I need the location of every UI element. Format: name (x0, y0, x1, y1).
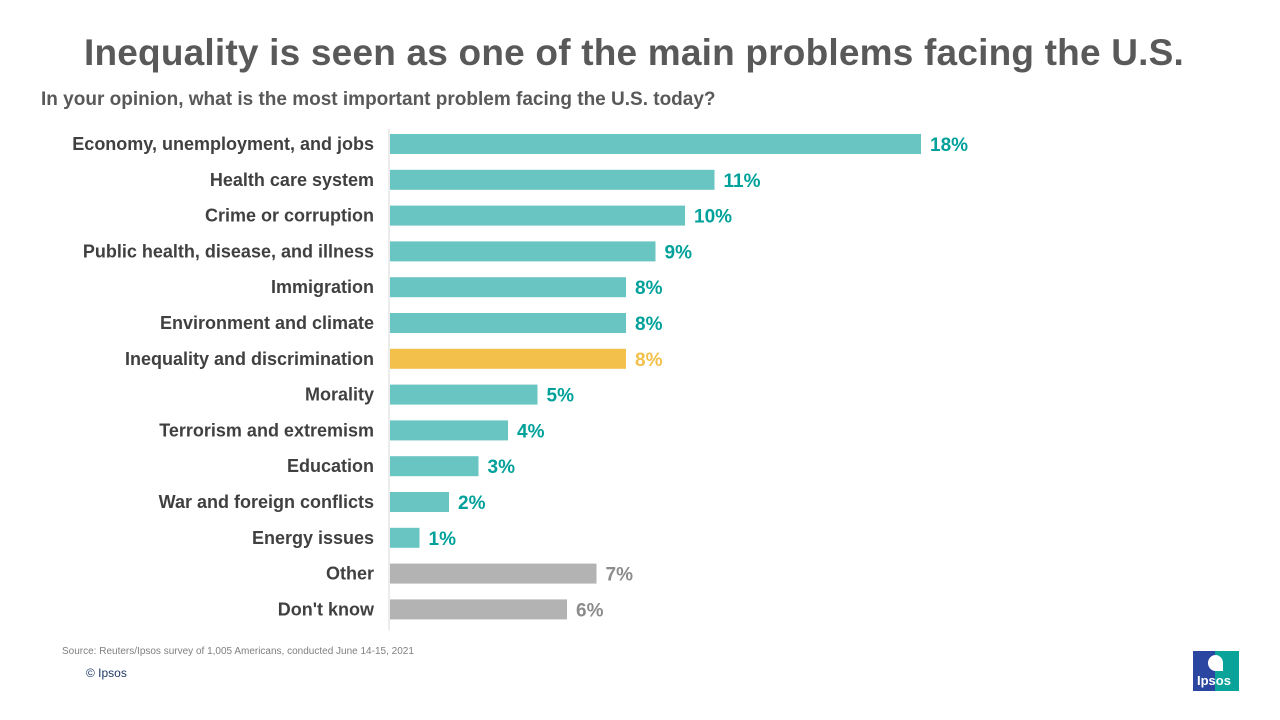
data-label: 18% (930, 135, 968, 156)
chart-title: Inequality is seen as one of the main pr… (83, 32, 1185, 73)
bar (390, 205, 685, 226)
copyright: © Ipsos (86, 666, 127, 680)
category-label: Public health, disease, and illness (83, 241, 374, 261)
data-label: 10% (694, 207, 732, 228)
data-label: 6% (576, 600, 604, 621)
data-label: 9% (665, 242, 693, 263)
logo-mark-icon (1208, 655, 1223, 671)
bar (390, 313, 626, 333)
bar (390, 456, 479, 477)
source-note: Source: Reuters/Ipsos survey of 1,005 Am… (62, 646, 414, 657)
chart-subtitle: In your opinion, what is the most import… (41, 89, 716, 110)
category-label: War and foreign conflicts (159, 492, 374, 512)
category-label: Energy issues (252, 528, 374, 548)
category-label: Environment and climate (160, 313, 374, 333)
ipsos-logo: Ipsos (1193, 651, 1239, 691)
bar (390, 563, 597, 584)
category-label: Morality (305, 385, 374, 405)
bar (390, 420, 508, 441)
bar (390, 527, 420, 548)
category-label: Health care system (210, 170, 374, 190)
data-label: 2% (458, 493, 486, 514)
data-label: 8% (635, 314, 663, 335)
data-label: 8% (635, 350, 663, 371)
bar (390, 134, 921, 154)
data-label: 11% (724, 171, 761, 192)
category-label: Other (326, 564, 374, 584)
category-label: Education (287, 456, 374, 476)
category-label: Inequality and discrimination (125, 349, 374, 369)
bar (390, 599, 567, 620)
data-label: 4% (517, 421, 545, 442)
bar (390, 169, 715, 190)
bar (390, 241, 656, 262)
logo-text: Ipsos (1197, 673, 1231, 688)
category-label: Don't know (278, 599, 375, 619)
data-label: 1% (429, 529, 457, 550)
category-label: Economy, unemployment, and jobs (72, 134, 374, 154)
category-label: Terrorism and extremism (159, 420, 374, 440)
data-label: 3% (488, 457, 516, 478)
bar (390, 348, 626, 369)
data-label: 7% (606, 565, 634, 586)
bar (390, 492, 449, 512)
category-label: Crime or corruption (205, 206, 374, 226)
bar (390, 277, 626, 298)
data-label: 5% (547, 386, 575, 407)
bar (390, 384, 538, 405)
category-label: Immigration (271, 277, 374, 297)
data-label: 8% (635, 278, 663, 299)
